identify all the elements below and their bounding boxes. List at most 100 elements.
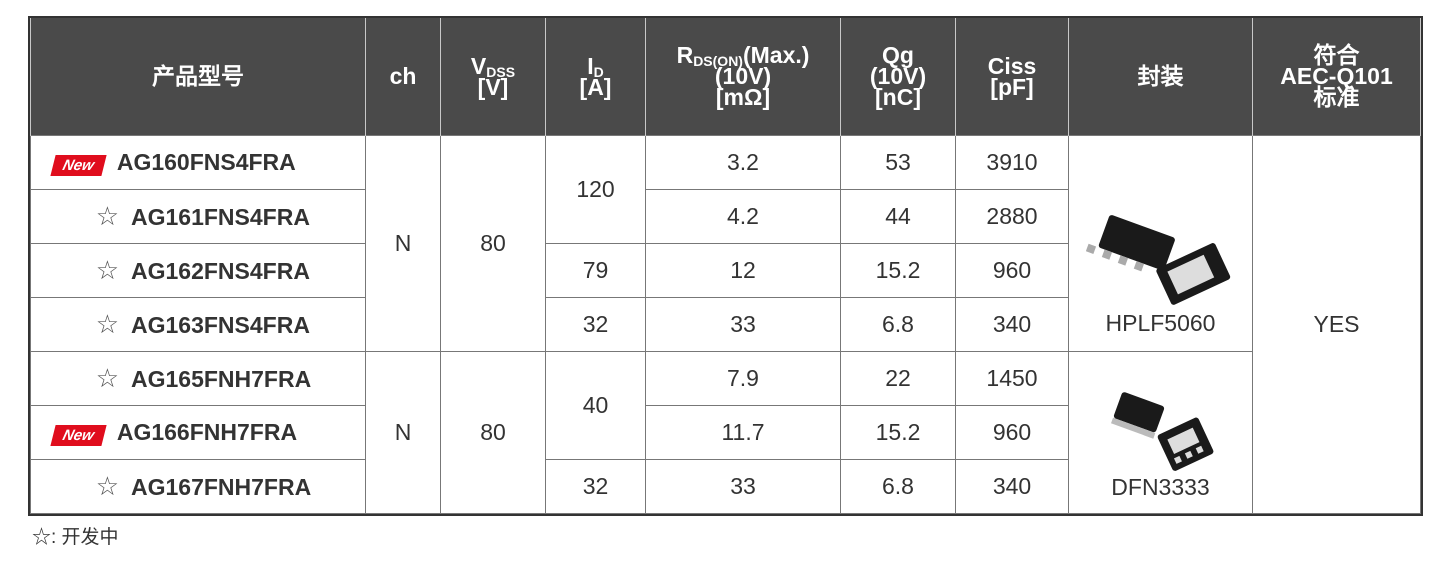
table-cell: DFN3333: [1068, 351, 1253, 514]
cell-text: DSS: [486, 63, 516, 80]
header-cell: ch: [365, 18, 441, 136]
table-cell: 6.8: [840, 297, 956, 352]
table-cell: 340: [955, 459, 1069, 514]
spec-table: 产品型号 ch VDSS [V] ID [A] RDS(ON)(Max.) (10V)…: [28, 16, 1423, 516]
cell-text: Ciss: [987, 52, 1037, 79]
cell-text: ☆: [95, 363, 119, 393]
table-cell: N: [365, 351, 441, 514]
header-cell: ID [A]: [545, 18, 646, 136]
cell-text: 标准: [1313, 84, 1360, 110]
div-element: HPLF5060: [1069, 136, 1252, 337]
cell-text: R: [676, 42, 694, 68]
div-element: DFN3333: [1069, 352, 1252, 501]
cell-text: AG166FNH7FRA: [116, 419, 298, 445]
table-row: ☆ AG165FNH7FRA N 80 40 7.9 22 1450 DFN333…: [30, 351, 1421, 514]
cell-text: [pF]: [990, 73, 1034, 100]
header-cell: 产品型号: [30, 18, 366, 136]
header-cell: 封装: [1068, 18, 1253, 136]
table-cell: 3910: [955, 135, 1069, 190]
table-cell: ☆ AG161FNS4FRA: [30, 189, 366, 244]
table-cell: 4.2: [645, 189, 841, 244]
table-cell: 15.2: [840, 243, 956, 298]
header-row: 产品型号 ch VDSS [V] ID [A] RDS(ON)(Max.) (10V)…: [30, 18, 1421, 136]
cell-text: Qg: [882, 42, 914, 68]
table-cell: 33: [645, 459, 841, 514]
table-cell: 12: [645, 243, 841, 298]
cell-text: ☆: [95, 309, 119, 339]
cell-text: I: [587, 52, 594, 79]
new-badge: New: [50, 425, 107, 446]
cell-text: (10V): [869, 63, 927, 89]
table-cell: 80: [440, 135, 546, 352]
cell-text: AEC-Q101: [1280, 63, 1393, 89]
cell-text: [V]: [477, 73, 509, 100]
table-cell: 15.2: [840, 405, 956, 460]
table-cell: 40: [545, 351, 646, 460]
table-cell: 2880: [955, 189, 1069, 244]
table-cell: 11.7: [645, 405, 841, 460]
cell-text: (Max.): [742, 42, 810, 68]
table-cell: New AG160FNS4FRA: [30, 135, 366, 190]
cell-text: ☆: [95, 471, 119, 501]
table-cell: ☆ AG167FNH7FRA: [30, 459, 366, 514]
table-cell: 53: [840, 135, 956, 190]
table-cell: 960: [955, 405, 1069, 460]
header-cell: VDSS [V]: [440, 18, 546, 136]
cell-text: 符合: [1313, 42, 1360, 68]
header-cell: RDS(ON)(Max.) (10V) [mΩ]: [645, 18, 841, 136]
cell-text: 封装: [1137, 63, 1184, 89]
header-cell: Qg (10V) [nC]: [840, 18, 956, 136]
table-row: New AG160FNS4FRA N 80 120 3.2 53 3910 HPL…: [30, 135, 1421, 514]
table-row: ☆ AG167FNH7FRA 32 33 6.8 340: [30, 459, 1421, 514]
table-cell: 32: [545, 297, 646, 352]
table-cell: 80: [440, 351, 546, 514]
table-cell: 44: [840, 189, 956, 244]
table-cell: N: [365, 135, 441, 352]
cell-text: DFN3333: [1111, 474, 1210, 500]
cell-text: AG162FNS4FRA: [131, 258, 310, 284]
table-cell: 6.8: [840, 459, 956, 514]
cell-text: 产品型号: [152, 63, 244, 89]
table-row: New AG166FNH7FRA 11.7 15.2 960: [30, 405, 1421, 460]
table-wrap: 产品型号 ch VDSS [V] ID [A] RDS(ON)(Max.) (10V)…: [28, 16, 1423, 516]
cell-text: [A]: [579, 73, 612, 100]
table-cell: New AG166FNH7FRA: [30, 405, 366, 460]
table-cell: HPLF5060: [1068, 135, 1253, 352]
table-cell: 7.9: [645, 351, 841, 406]
table-cell: 120: [545, 135, 646, 244]
cell-text: ch: [389, 63, 417, 89]
cell-text: AG161FNS4FRA: [131, 204, 310, 230]
table-cell: YES: [1252, 135, 1421, 514]
cell-text: AG163FNS4FRA: [131, 312, 310, 338]
table-row: ☆ AG161FNS4FRA 4.2 44 2880: [30, 189, 1421, 244]
new-badge: New: [50, 155, 107, 176]
tbody-element: 产品型号 ch VDSS [V] ID [A] RDS(ON)(Max.) (10V)…: [30, 18, 1421, 514]
table-row: ☆ AG162FNS4FRA 79 12 15.2 960: [30, 243, 1421, 298]
table-cell: 1450: [955, 351, 1069, 406]
cell-text: (10V): [714, 63, 772, 89]
table-cell: 960: [955, 243, 1069, 298]
cell-text: DS(ON): [693, 53, 743, 69]
cell-text: [nC]: [875, 84, 921, 110]
cell-text: ☆: [95, 255, 119, 285]
table-cell: 3.2: [645, 135, 841, 190]
package-image: [1085, 215, 1230, 305]
table-cell: 340: [955, 297, 1069, 352]
table-cell: ☆ AG163FNS4FRA: [30, 297, 366, 352]
table-cell: 79: [545, 243, 646, 298]
footnote: ☆: 开发中: [32, 527, 119, 548]
table-cell: 22: [840, 351, 956, 406]
table-cell: 33: [645, 297, 841, 352]
cell-text: AG160FNS4FRA: [116, 149, 296, 175]
table-cell: ☆ AG165FNH7FRA: [30, 351, 366, 406]
cell-text: AG167FNH7FRA: [131, 474, 312, 500]
cell-text: V: [470, 52, 487, 79]
cell-text: D: [593, 63, 604, 80]
cell-text: ☆: [95, 201, 119, 231]
package-image: [1110, 392, 1213, 471]
table-cell: 32: [545, 459, 646, 514]
header-cell: Ciss [pF]: [955, 18, 1069, 136]
header-cell: 符合 AEC-Q101 标准: [1252, 18, 1421, 136]
